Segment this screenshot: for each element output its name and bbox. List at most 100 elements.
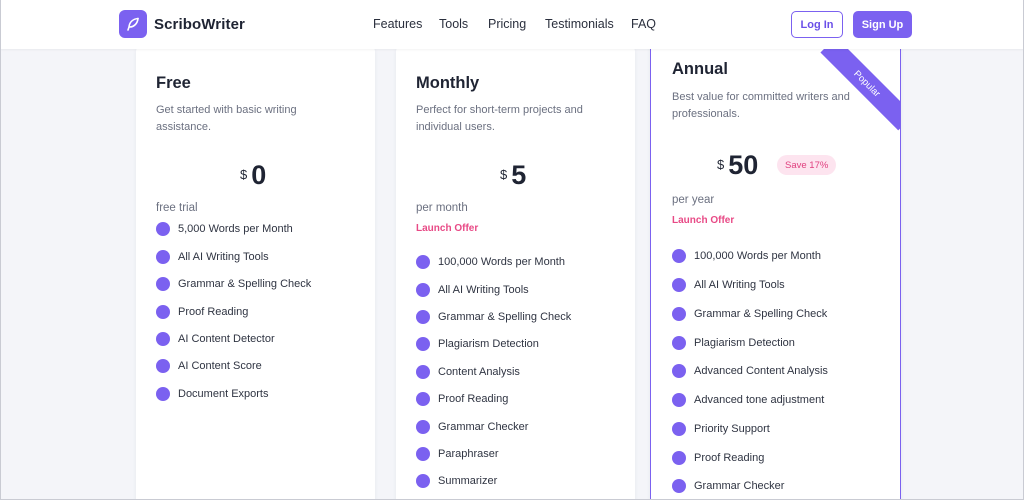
plan-card-monthly: Monthly Perfect for short-term projects … (396, 44, 635, 500)
plan-description: Get started with basic writing assistanc… (156, 104, 297, 133)
feature-text: Document Exports (178, 388, 269, 400)
feature-text: Proof Reading (178, 306, 249, 318)
feature-item: 100,000 Words per Month (672, 249, 821, 263)
feature-item: Advanced Content Analysis (672, 364, 828, 378)
feature-item: Content Analysis (416, 365, 520, 379)
feature-text: Plagiarism Detection (694, 337, 795, 349)
bullet-dot-icon (416, 447, 430, 461)
bullet-dot-icon (416, 392, 430, 406)
launch-offer-label: Launch Offer (672, 215, 735, 226)
bullet-dot-icon (672, 422, 686, 436)
brand-name: ScriboWriter (154, 15, 245, 33)
plan-title: Free (156, 74, 191, 92)
nav-tools[interactable]: Tools (439, 17, 469, 31)
bullet-dot-icon (672, 479, 686, 493)
feature-text: Priority Support (694, 423, 770, 435)
feature-text: All AI Writing Tools (438, 284, 529, 296)
feature-text: Proof Reading (694, 452, 765, 464)
bullet-dot-icon (156, 277, 170, 291)
plan-price: $ 0 (240, 160, 266, 190)
feature-item: Document Exports (156, 387, 268, 401)
price-amount: 0 (251, 160, 267, 190)
plan-period: free trial (156, 202, 198, 214)
feature-text: 100,000 Words per Month (438, 256, 565, 268)
bullet-dot-icon (416, 420, 430, 434)
bullet-dot-icon (672, 278, 686, 292)
bullet-dot-icon (416, 283, 430, 297)
feature-text: Proof Reading (438, 393, 509, 405)
bullet-dot-icon (416, 365, 430, 379)
feature-item: Summarizer (416, 474, 497, 488)
launch-offer-label: Launch Offer (416, 223, 479, 234)
bullet-dot-icon (672, 249, 686, 263)
feature-item: Proof Reading (156, 305, 248, 319)
feature-text: 5,000 Words per Month (178, 223, 293, 235)
feature-text: Paraphraser (438, 448, 499, 460)
bullet-dot-icon (156, 222, 170, 236)
feature-text: Plagiarism Detection (438, 338, 539, 350)
plan-period: per month (416, 202, 468, 214)
feature-text: Advanced Content Analysis (694, 365, 828, 377)
price-currency: $ (717, 157, 725, 172)
feature-text: All AI Writing Tools (694, 279, 785, 291)
feature-item: Advanced tone adjustment (672, 393, 824, 407)
plan-card-free: Free Get started with basic writing assi… (136, 44, 375, 500)
plan-title: Annual (672, 60, 728, 78)
feature-item: Grammar & Spelling Check (672, 307, 827, 321)
feature-item: 5,000 Words per Month (156, 222, 293, 236)
feature-item: Grammar Checker (416, 420, 528, 434)
feature-text: Grammar Checker (438, 421, 529, 433)
nav-faq[interactable]: FAQ (631, 17, 657, 31)
nav-pricing[interactable]: Pricing (488, 17, 527, 31)
brand-logo[interactable]: ScriboWriter (119, 10, 245, 38)
bullet-dot-icon (672, 336, 686, 350)
feature-item: Grammar & Spelling Check (416, 310, 571, 324)
bullet-dot-icon (156, 387, 170, 401)
feature-text: Grammar & Spelling Check (178, 278, 312, 290)
feature-text: 100,000 Words per Month (694, 250, 821, 262)
feature-item: Priority Support (672, 422, 770, 436)
bullet-dot-icon (672, 393, 686, 407)
feature-text: Grammar & Spelling Check (694, 308, 828, 320)
bullet-dot-icon (416, 255, 430, 269)
feature-item: Proof Reading (672, 451, 764, 465)
feather-icon (119, 10, 147, 38)
plan-description: Perfect for short-term projects and indi… (416, 104, 583, 133)
price-currency: $ (240, 167, 248, 182)
bullet-dot-icon (672, 307, 686, 321)
bullet-dot-icon (672, 451, 686, 465)
feature-item: Grammar Checker (672, 479, 784, 493)
feature-text: Content Analysis (438, 366, 520, 378)
bullet-dot-icon (672, 364, 686, 378)
feature-item: All AI Writing Tools (672, 278, 785, 292)
nav-testimonials[interactable]: Testimonials (545, 17, 614, 31)
login-button[interactable]: Log In (791, 11, 843, 38)
feature-text: Advanced tone adjustment (694, 394, 825, 406)
feature-item: Proof Reading (416, 392, 508, 406)
feature-text: Grammar Checker (694, 480, 785, 492)
plan-period: per year (672, 194, 715, 206)
feature-item: AI Content Score (156, 359, 262, 373)
nav-features[interactable]: Features (373, 17, 423, 31)
feature-text: AI Content Score (178, 360, 262, 372)
feature-item: All AI Writing Tools (416, 283, 529, 297)
plan-title: Monthly (416, 74, 480, 92)
feature-text: All AI Writing Tools (178, 251, 269, 263)
price-currency: $ (500, 167, 508, 182)
bullet-dot-icon (156, 250, 170, 264)
bullet-dot-icon (416, 474, 430, 488)
plan-description: Best value for committed writers and pro… (672, 91, 850, 120)
bullet-dot-icon (156, 332, 170, 346)
feature-item: AI Content Detector (156, 332, 275, 346)
save-badge: Save 17% (777, 155, 837, 175)
feature-text: Grammar & Spelling Check (438, 311, 572, 323)
bullet-dot-icon (416, 310, 430, 324)
price-amount: 50 (728, 150, 759, 180)
feature-item: Paraphraser (416, 447, 499, 461)
plan-price: $ 50 (717, 150, 758, 180)
price-amount: 5 (511, 160, 527, 190)
bullet-dot-icon (416, 337, 430, 351)
feature-item: Grammar & Spelling Check (156, 277, 311, 291)
signup-button[interactable]: Sign Up (853, 11, 912, 38)
main-nav: Features Tools Pricing Testimonials FAQ (0, 17, 1024, 33)
